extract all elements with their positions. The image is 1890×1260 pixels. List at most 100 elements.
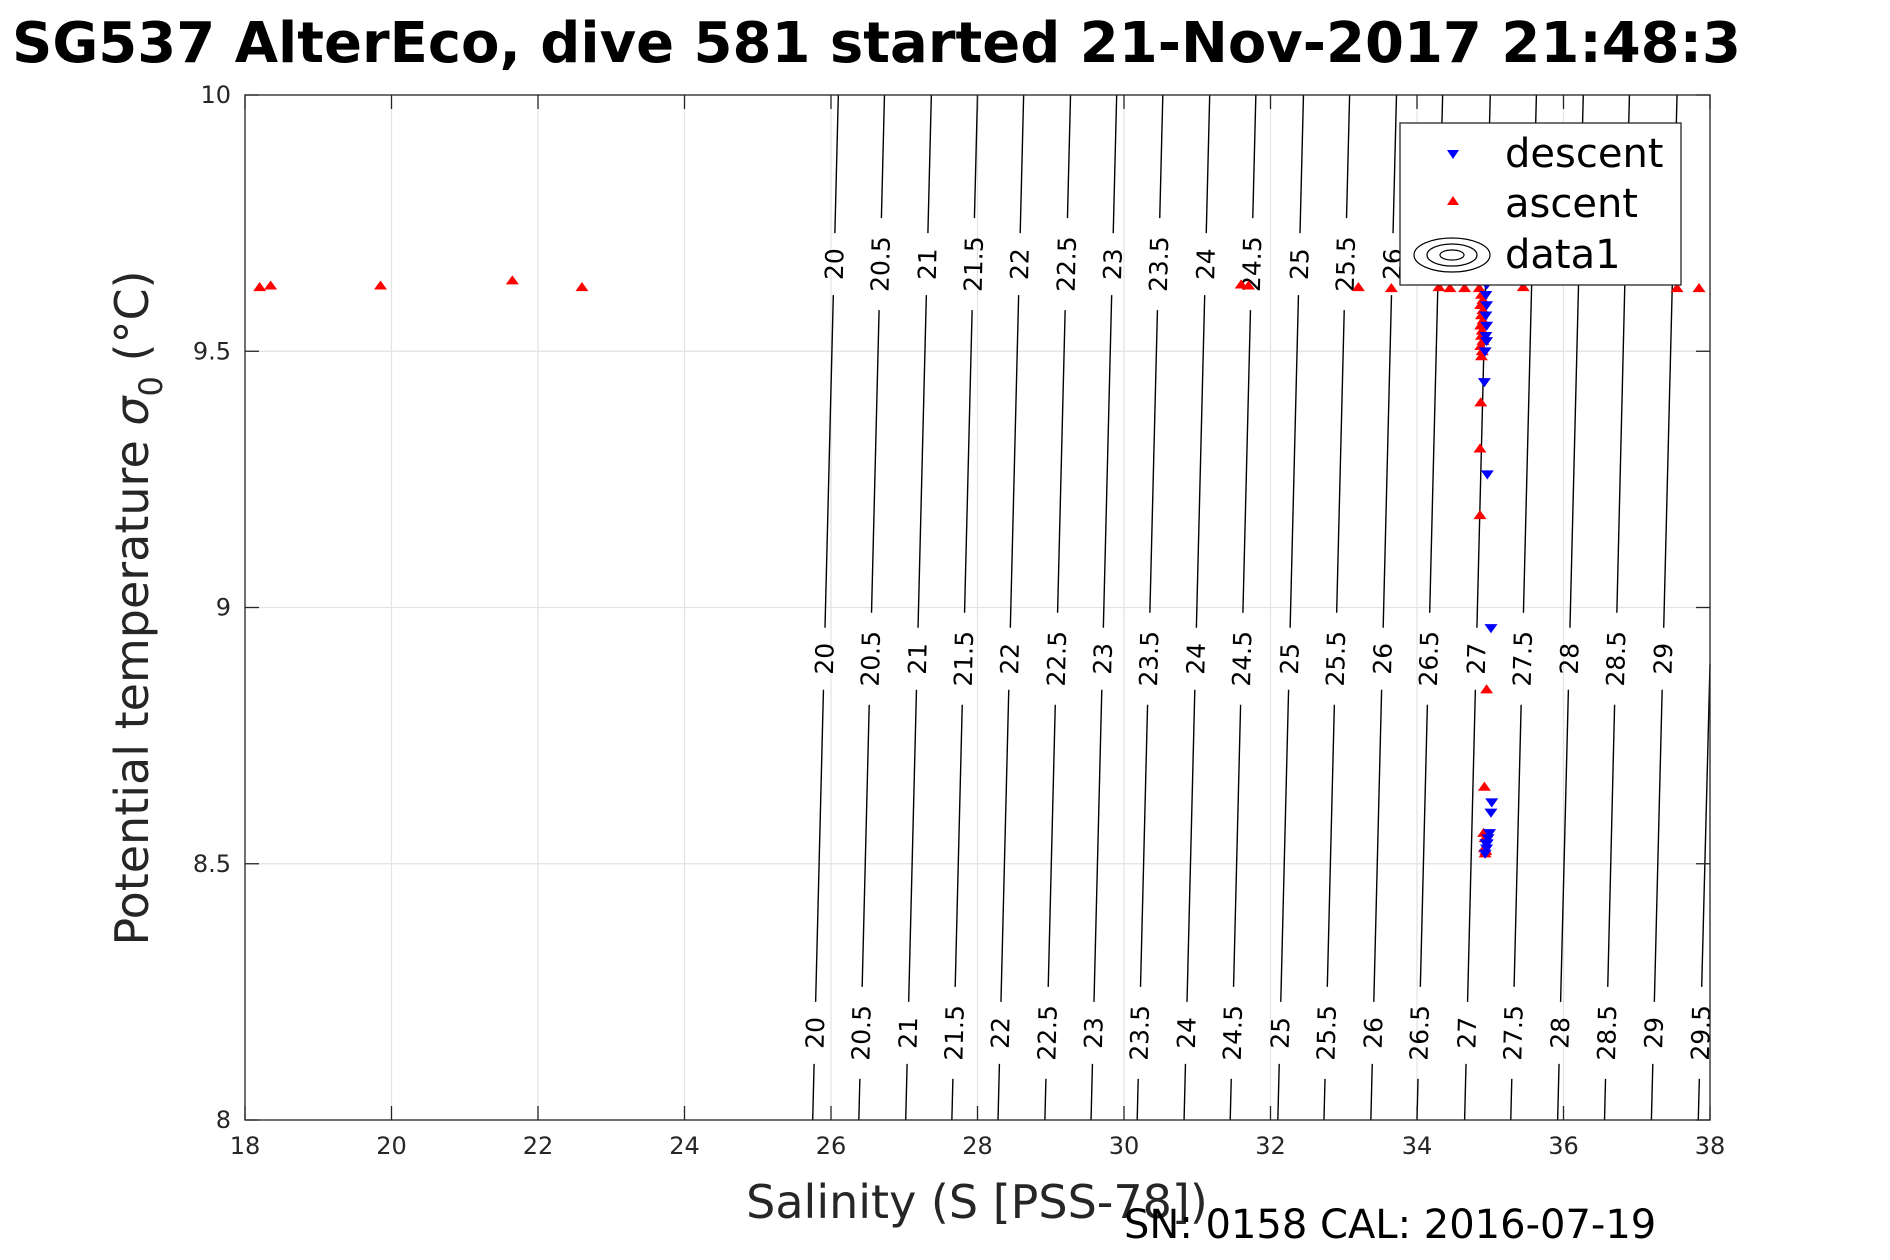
contour-line: [1044, 1078, 1047, 1121]
contour-line: [1370, 1063, 1373, 1121]
y-axis-label-symbol: σ: [105, 395, 159, 426]
contour-line: [1229, 1078, 1232, 1121]
x-tick-label: 34: [1402, 1132, 1433, 1160]
ascent-point: [575, 281, 589, 292]
contour-line: [1556, 1063, 1560, 1121]
ascent-point: [1474, 351, 1488, 361]
ascent-point: [253, 281, 267, 292]
ascent-point: [1242, 280, 1256, 290]
contour-line: [954, 704, 963, 987]
y-axis-label-subscript: 0: [132, 376, 170, 396]
y-axis-label-main: Potential temperature: [105, 426, 159, 946]
y-tick-label: 9: [216, 594, 231, 622]
contour-line: [1289, 295, 1300, 628]
contour-label: 28.5: [1592, 1005, 1622, 1061]
x-tick-label: 36: [1548, 1132, 1579, 1160]
contour-line: [1323, 1078, 1326, 1121]
y-axis-label-unit: (°C): [105, 270, 159, 376]
contour-label: 21.5: [939, 1005, 969, 1061]
contour-label: 22.5: [1052, 236, 1082, 292]
contour-line: [1650, 1063, 1654, 1121]
x-tick-label: 24: [669, 1132, 700, 1160]
contour-label: 26.5: [1414, 631, 1444, 687]
contour-line: [1277, 1063, 1280, 1121]
contour-line: [1000, 689, 1010, 1002]
ascent-point: [1473, 510, 1487, 520]
x-tick-label: 28: [962, 1132, 993, 1160]
contour-label: 23.5: [1125, 1005, 1155, 1061]
y-axis-label: Potential temperature σ0 (°C): [105, 270, 170, 945]
descent-point: [1479, 331, 1493, 342]
x-tick-label: 38: [1695, 1132, 1726, 1160]
contour-label: 27: [1452, 1017, 1482, 1050]
contour-label: 21: [913, 248, 943, 281]
x-tick-label: 22: [523, 1132, 554, 1160]
contour-label: 24: [1191, 248, 1221, 281]
legend-ascent-label: ascent: [1505, 181, 1638, 227]
ascent-point: [1480, 684, 1494, 694]
contour-line: [1466, 689, 1477, 1002]
contour-label: 29: [1649, 642, 1679, 675]
contour-line: [1159, 94, 1164, 219]
contour-line: [1195, 295, 1206, 628]
ascent-point: [1458, 283, 1472, 293]
contour-label: 27.5: [1508, 631, 1538, 687]
contour-label: 25.5: [1331, 236, 1361, 292]
ascent-point: [1670, 283, 1684, 293]
contour-label: 22: [986, 1017, 1016, 1050]
contour-label: 25: [1275, 642, 1305, 675]
contour-line: [1392, 94, 1398, 234]
contour-line: [963, 310, 973, 613]
contour-label: 21.5: [959, 236, 989, 292]
contour-label: 20: [800, 1017, 830, 1050]
contour-line: [1232, 704, 1242, 987]
contour-line: [1149, 310, 1159, 613]
contour-line: [811, 1063, 815, 1121]
contour-line: [1345, 94, 1351, 219]
ascent-point: [1472, 283, 1486, 293]
contour-label: 25.5: [1311, 1005, 1341, 1061]
contour-line: [997, 1063, 1001, 1121]
descent-point: [1480, 337, 1494, 347]
contour-line: [1242, 310, 1252, 613]
descent-point: [1480, 321, 1494, 331]
contour-label: 22.5: [1042, 631, 1072, 687]
contour-label: 26: [1359, 1017, 1389, 1050]
contour-label: 20.5: [856, 631, 886, 687]
contour-line: [1205, 94, 1211, 234]
ascent-point: [1474, 320, 1488, 330]
contour-label: 20: [820, 248, 850, 281]
contour-line: [880, 94, 886, 219]
contour-label: 21.5: [949, 631, 979, 687]
contour-line: [1093, 689, 1103, 1002]
contour-label: 23.5: [1134, 631, 1164, 687]
contour-line: [1066, 94, 1072, 219]
contour-line: [1510, 1078, 1513, 1121]
contour-line: [1252, 94, 1257, 219]
contour-label: 23.5: [1144, 236, 1174, 292]
contour-line: [1009, 295, 1020, 628]
contour-line: [870, 310, 880, 613]
contour-line: [814, 689, 825, 1002]
ascent-point: [1477, 781, 1491, 791]
contour-line: [1112, 94, 1118, 234]
descent-point: [1479, 311, 1493, 321]
legend-contour-icon: [1413, 237, 1491, 273]
contour-line: [1102, 295, 1113, 628]
descent-point: [1480, 301, 1494, 311]
descent-point: [1484, 624, 1498, 634]
y-tick-label: 10: [200, 81, 231, 109]
contour-line: [1183, 1063, 1187, 1121]
descent-point: [1480, 470, 1494, 480]
contour-line: [1047, 704, 1056, 987]
descent-point: [1478, 849, 1492, 859]
serial-cal-footnote: SN: 0158 CAL: 2016-07-19: [1124, 1202, 1656, 1248]
chart-legend: descent ascent data1: [1399, 122, 1682, 286]
y-tick-label: 8.5: [193, 850, 231, 878]
contour-line: [907, 689, 918, 1002]
contour-line: [1373, 689, 1383, 1002]
x-tick-label: 32: [1255, 1132, 1286, 1160]
contour-label: 22.5: [1032, 1005, 1062, 1061]
contour-label: 24: [1181, 642, 1211, 675]
contour-line: [834, 94, 840, 234]
